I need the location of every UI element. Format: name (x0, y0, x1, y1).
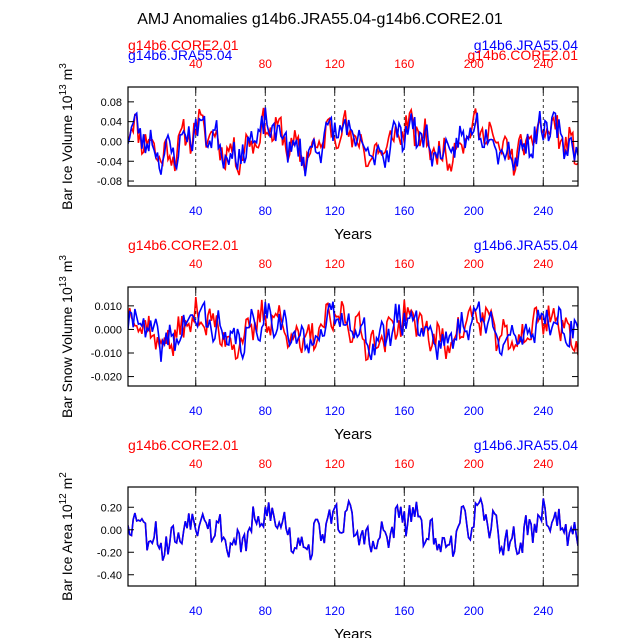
ytick-label: 0.20 (101, 502, 122, 514)
ytick-label: -0.010 (91, 348, 122, 360)
y-axis-label: Bar Snow Volume 1013 m3 (58, 255, 75, 418)
ytick-label: -0.40 (97, 570, 122, 582)
xtick-label-top: 200 (464, 257, 484, 271)
x-axis-label: Years (334, 426, 372, 443)
y-axis-label-unit-exp: 2 (58, 472, 69, 478)
legend-left: g14b6.CORE2.01 (128, 437, 239, 453)
xtick-label-bottom: 200 (464, 404, 484, 418)
series-line-jra55 (128, 107, 578, 177)
ytick-label: 0.08 (101, 97, 122, 109)
xtick-label-top: 200 (464, 457, 484, 471)
plot-frame (127, 86, 579, 187)
plot-frame (127, 286, 579, 387)
xtick-label-bottom: 80 (259, 404, 273, 418)
xtick-label-top: 40 (189, 457, 203, 471)
xtick-label-top: 240 (533, 57, 553, 71)
xtick-label-top: 80 (259, 257, 273, 271)
xtick-label-bottom: 240 (533, 404, 553, 418)
x-axis-label: Years (334, 226, 372, 243)
xtick-label-bottom: 160 (394, 204, 414, 218)
plot-frame (127, 486, 579, 587)
xtick-label-bottom: 120 (325, 604, 345, 618)
y-axis-label-unit: m (59, 261, 75, 277)
series-line-jra55 (128, 299, 578, 362)
legend-right: g14b6.JRA55.04 (474, 237, 579, 253)
xtick-label-top: 240 (533, 257, 553, 271)
ytick-label: -0.020 (91, 372, 122, 384)
y-axis-label-exp: 12 (58, 493, 69, 505)
xtick-label-bottom: 80 (259, 604, 273, 618)
y-axis-label-main: Bar Ice Volume 10 (59, 95, 75, 210)
xtick-label-top: 120 (325, 257, 345, 271)
xtick-label-bottom: 40 (189, 404, 203, 418)
legend-right: g14b6.JRA55.04 (474, 37, 579, 53)
xtick-label-top: 40 (189, 57, 203, 71)
ytick-label: -0.20 (97, 547, 122, 559)
ytick-label: 0.04 (101, 117, 122, 129)
ytick-label: 0.000 (94, 324, 122, 336)
xtick-label-top: 160 (394, 57, 414, 71)
legend-right-overlap: g14b6.CORE2.01 (467, 47, 578, 63)
xtick-label-top: 80 (259, 57, 273, 71)
y-axis-label-unit: m (59, 478, 75, 494)
xtick-label-top: 80 (259, 457, 273, 471)
xtick-label-bottom: 200 (464, 604, 484, 618)
y-axis-label-exp: 13 (58, 84, 69, 96)
x-axis-label: Years (334, 626, 372, 638)
xtick-label-bottom: 200 (464, 204, 484, 218)
legend-right: g14b6.JRA55.04 (474, 437, 579, 453)
xtick-label-bottom: 40 (189, 604, 203, 618)
y-axis-label: Bar Ice Area 1012 m2 (58, 472, 75, 601)
series-line-core2 (128, 297, 578, 362)
chart-title: AMJ Anomalies g14b6.JRA55.04-g14b6.CORE2… (137, 11, 503, 28)
xtick-label-top: 120 (325, 457, 345, 471)
y-axis-label-unit: m (59, 69, 75, 85)
legend-left-overlap: g14b6.JRA55.04 (128, 47, 233, 63)
xtick-label-top: 160 (394, 257, 414, 271)
xtick-label-bottom: 160 (394, 404, 414, 418)
ytick-label: 0.010 (94, 301, 122, 313)
y-axis-label-exp: 13 (58, 276, 69, 288)
xtick-label-top: 240 (533, 457, 553, 471)
ytick-label: -0.08 (97, 176, 122, 188)
xtick-label-top: 120 (325, 57, 345, 71)
y-axis-label: Bar Ice Volume 1013 m3 (58, 63, 75, 210)
ytick-label: -0.04 (97, 156, 122, 168)
legend-left: g14b6.CORE2.01 (128, 237, 239, 253)
xtick-label-top: 40 (189, 257, 203, 271)
xtick-label-top: 160 (394, 457, 414, 471)
ytick-label: 0.00 (101, 525, 122, 537)
panel-3: -0.40 -0.20 0.00 0.20 40 40 80 80 120 120 160 160 20… (58, 437, 579, 638)
y-axis-label-main: Bar Snow Volume 10 (59, 287, 75, 418)
series-line-jra55 (128, 496, 578, 561)
y-axis-label-unit-exp: 3 (58, 255, 69, 261)
xtick-label-bottom: 120 (325, 204, 345, 218)
y-axis-label-unit-exp: 3 (58, 63, 69, 69)
ytick-label: 0.00 (101, 136, 122, 148)
legend-left: g14b6.CORE2.01 (128, 37, 239, 53)
xtick-label-bottom: 160 (394, 604, 414, 618)
panel-1: -0.08 -0.04 0.00 0.04 0.08 40 40 80 80 120 120 160 1… (58, 37, 579, 243)
xtick-label-top: 200 (464, 57, 484, 71)
xtick-label-bottom: 240 (533, 604, 553, 618)
panel-2: -0.020 -0.010 0.000 0.010 40 40 80 80 120 120 160 1… (58, 237, 579, 443)
y-axis-label-main: Bar Ice Area 10 (59, 504, 75, 601)
xtick-label-bottom: 40 (189, 204, 203, 218)
xtick-label-bottom: 240 (533, 204, 553, 218)
xtick-label-bottom: 80 (259, 204, 273, 218)
xtick-label-bottom: 120 (325, 404, 345, 418)
